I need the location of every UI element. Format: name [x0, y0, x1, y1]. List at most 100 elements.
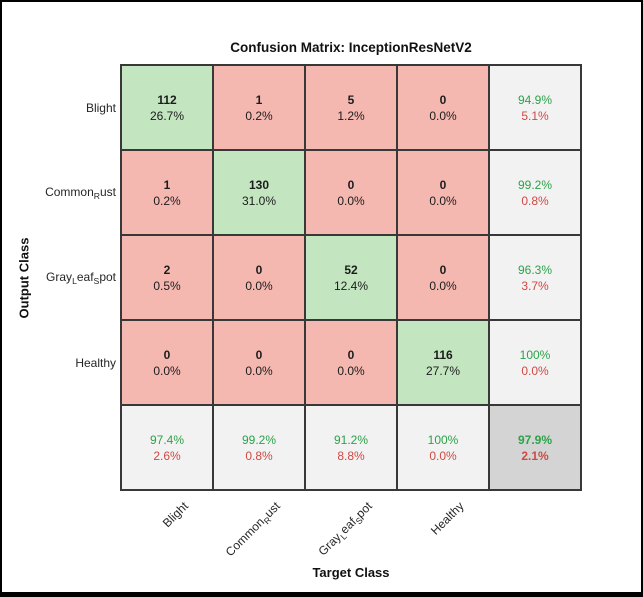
matrix-cell-0-1: 1 0.2%: [214, 66, 304, 149]
class-label-text: Gray: [46, 269, 73, 284]
summary-correct-percent: 100%: [519, 347, 551, 362]
matrix-cell-1-0: 1 0.2%: [122, 151, 212, 234]
cell-percent: 1.2%: [337, 108, 365, 123]
matrix-cell-1-3: 0 0.0%: [398, 151, 488, 234]
cell-percent: 0.0%: [153, 363, 181, 378]
cell-percent: 0.0%: [245, 278, 273, 293]
matrix-cell-1-1: 130 31.0%: [214, 151, 304, 234]
summary-correct-percent: 94.9%: [517, 92, 553, 107]
cell-count: 0: [439, 92, 447, 107]
confusion-matrix-grid: 112 26.7% 1 0.2% 5 1.2% 0 0.0% 94.9% 5.1% 1 0.2% 130…: [120, 64, 582, 491]
class-label-subscript: L: [72, 275, 77, 286]
overall-error-percent: 2.1%: [521, 448, 549, 463]
cell-percent: 26.7%: [149, 108, 185, 123]
class-label-subscript: S: [93, 275, 100, 286]
cell-count: 1: [255, 92, 263, 107]
class-label-text: ust: [99, 184, 116, 199]
summary-error-percent: 8.8%: [337, 448, 365, 463]
summary-error-percent: 3.7%: [521, 278, 549, 293]
cell-count: 5: [347, 92, 355, 107]
cell-percent: 0.0%: [337, 193, 365, 208]
cell-percent: 0.0%: [429, 278, 457, 293]
summary-error-percent: 0.0%: [521, 363, 549, 378]
class-label-text: Healthy: [428, 499, 467, 538]
class-label-text: Healthy: [75, 355, 116, 370]
summary-error-percent: 0.8%: [521, 193, 549, 208]
cell-count: 0: [439, 177, 447, 192]
matrix-cell-2-0: 2 0.5%: [122, 236, 212, 319]
matrix-cell-3-2: 0 0.0%: [306, 321, 396, 404]
matrix-cell-2-2: 52 12.4%: [306, 236, 396, 319]
cell-count: 130: [248, 177, 270, 192]
matrix-cell-1-2: 0 0.0%: [306, 151, 396, 234]
summary-correct-percent: 99.2%: [517, 177, 553, 192]
cell-count: 0: [347, 347, 355, 362]
matrix-cell-0-0: 112 26.7%: [122, 66, 212, 149]
matrix-cell-2-1: 0 0.0%: [214, 236, 304, 319]
cell-count: 2: [163, 262, 171, 277]
col-label-rotated-text: Healthy: [428, 499, 467, 538]
col-label-rotated-text: CommonRust: [223, 499, 285, 561]
col-summary-cell-0: 97.4% 2.6%: [122, 406, 212, 489]
cell-count: 0: [255, 262, 263, 277]
cell-percent: 31.0%: [241, 193, 277, 208]
cell-percent: 0.2%: [245, 108, 273, 123]
cell-count: 0: [255, 347, 263, 362]
row-summary-cell-0: 94.9% 5.1%: [490, 66, 580, 149]
cell-count: 0: [163, 347, 171, 362]
overall-accuracy-percent: 97.9%: [517, 432, 553, 447]
class-label-text: Common: [45, 184, 94, 199]
row-summary-cell-1: 99.2% 0.8%: [490, 151, 580, 234]
row-label-blight: Blight: [6, 101, 116, 115]
summary-error-percent: 0.0%: [429, 448, 457, 463]
matrix-cell-3-3: 116 27.7%: [398, 321, 488, 404]
cell-count: 0: [439, 262, 447, 277]
matrix-cell-0-3: 0 0.0%: [398, 66, 488, 149]
class-label-text: eaf: [76, 269, 94, 284]
row-label-commonrust: CommonRust: [6, 184, 116, 200]
col-label-rotated-text: Blight: [160, 499, 191, 530]
cell-percent: 27.7%: [425, 363, 461, 378]
summary-correct-percent: 100%: [427, 432, 459, 447]
chart-title: Confusion Matrix: InceptionResNetV2: [230, 40, 472, 55]
matrix-cell-3-1: 0 0.0%: [214, 321, 304, 404]
cell-percent: 0.0%: [429, 193, 457, 208]
summary-error-percent: 2.6%: [153, 448, 181, 463]
row-label-grayleafspot: GrayLeafSpot: [6, 269, 116, 285]
row-summary-cell-2: 96.3% 3.7%: [490, 236, 580, 319]
summary-correct-percent: 97.4%: [149, 432, 185, 447]
matrix-cell-0-2: 5 1.2%: [306, 66, 396, 149]
matrix-cell-3-0: 0 0.0%: [122, 321, 212, 404]
cell-count: 0: [347, 177, 355, 192]
summary-correct-percent: 91.2%: [333, 432, 369, 447]
cell-count: 112: [157, 92, 177, 107]
class-label-text: Common: [222, 514, 268, 560]
class-label-text: Blight: [85, 100, 116, 115]
matrix-cell-2-3: 0 0.0%: [398, 236, 488, 319]
cell-percent: 12.4%: [333, 278, 369, 293]
col-summary-cell-1: 99.2% 0.8%: [214, 406, 304, 489]
cell-count: 52: [344, 262, 358, 277]
col-summary-cell-3: 100% 0.0%: [398, 406, 488, 489]
summary-correct-percent: 96.3%: [517, 262, 553, 277]
class-label-text: pot: [99, 269, 116, 284]
col-summary-cell-2: 91.2% 8.8%: [306, 406, 396, 489]
overall-accuracy-cell: 97.9% 2.1%: [490, 406, 580, 489]
cell-percent: 0.5%: [153, 278, 181, 293]
cell-count: 1: [163, 177, 171, 192]
summary-correct-percent: 99.2%: [241, 432, 277, 447]
class-label-text: Blight: [159, 499, 191, 531]
summary-error-percent: 0.8%: [245, 448, 273, 463]
class-label-subscript: R: [93, 190, 100, 201]
row-label-healthy: Healthy: [6, 356, 116, 370]
summary-error-percent: 5.1%: [521, 108, 549, 123]
cell-percent: 0.0%: [429, 108, 457, 123]
col-label-rotated-text: GrayLeafSpot: [316, 499, 377, 560]
cell-percent: 0.2%: [153, 193, 181, 208]
x-axis-label: Target Class: [312, 565, 390, 580]
row-summary-cell-3: 100% 0.0%: [490, 321, 580, 404]
cell-count: 116: [433, 347, 453, 362]
cell-percent: 0.0%: [245, 363, 273, 378]
cell-percent: 0.0%: [337, 363, 365, 378]
